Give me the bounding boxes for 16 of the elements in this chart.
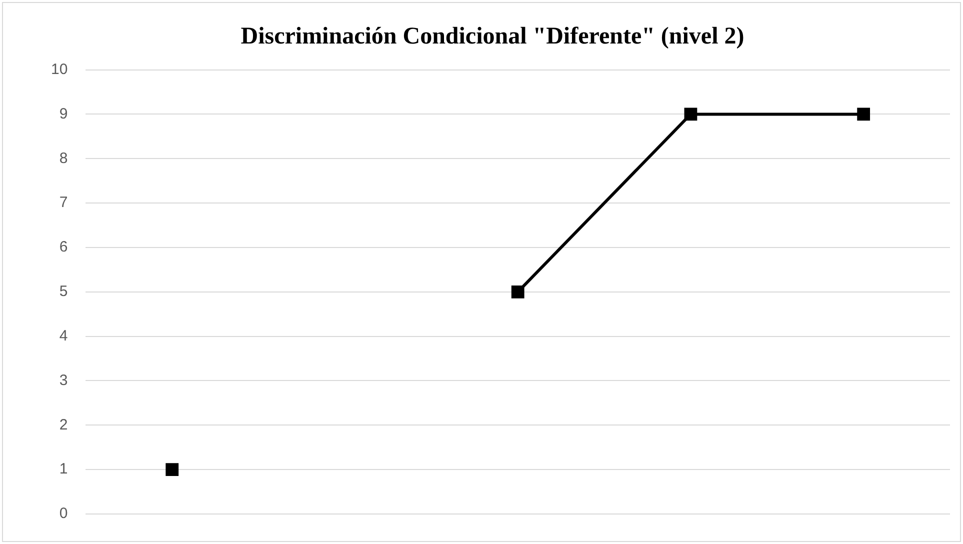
point [684,108,698,121]
y-tick-label: 7 [59,194,68,212]
y-tick-label: 8 [59,150,68,167]
y-tick-label: 5 [59,283,68,300]
y-tick-label: 2 [59,416,68,434]
y-tick-label: 10 [50,60,68,78]
point [511,285,524,298]
point [166,463,179,476]
y-tick-label: 6 [59,238,68,256]
y-tick-label: 0 [59,505,68,522]
y-tick-label: 9 [59,105,68,122]
y-tick-label: 3 [59,372,68,389]
y-tick-label: 1 [59,460,68,478]
point [857,108,870,121]
chart-title: Discriminación Condicional "Diferente" (nivel 2) [240,24,744,50]
y-tick-label: 4 [59,327,68,344]
